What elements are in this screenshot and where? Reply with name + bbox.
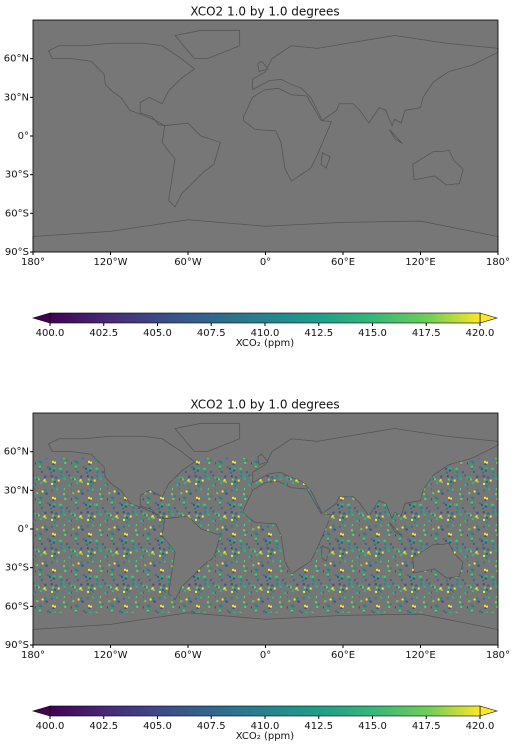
ocean-retrievals xyxy=(33,458,498,613)
lat-tick-label: 60°S xyxy=(5,208,29,219)
colorbar-tick-label: 412.5 xyxy=(304,721,333,732)
colorbar-high-extend xyxy=(479,705,499,717)
lon-tick-label: 120°E xyxy=(405,650,435,661)
colorbar xyxy=(49,312,481,324)
colorbar-low-extend xyxy=(31,705,51,717)
lon-tick-label: 180° xyxy=(486,257,510,268)
lat-tick-label: 60°N xyxy=(4,54,29,65)
lat-tick-label: 0° xyxy=(18,131,29,142)
colorbar-tick-label: 402.5 xyxy=(89,328,118,339)
lon-tick-label: 0° xyxy=(260,257,271,268)
colorbar-low-extend xyxy=(31,312,51,324)
colorbar-tick-label: 407.5 xyxy=(197,721,226,732)
colorbar-tick-label: 420.0 xyxy=(466,328,495,339)
lat-tick-label: 30°S xyxy=(5,563,29,574)
colorbar-label: XCO₂ (ppm) xyxy=(236,731,295,742)
colorbar-tick-label: 405.0 xyxy=(143,721,172,732)
lon-tick-label: 120°W xyxy=(94,650,128,661)
lon-tick-label: 120°W xyxy=(94,257,128,268)
colorbar-tick-label: 407.5 xyxy=(197,328,226,339)
colorbar-tick-label: 415.0 xyxy=(358,328,387,339)
lon-tick-label: 60°W xyxy=(174,650,202,661)
colorbar-label: XCO₂ (ppm) xyxy=(236,338,295,349)
lon-tick-label: 60°E xyxy=(331,257,355,268)
lon-tick-label: 60°W xyxy=(174,257,202,268)
map-title: XCO2 1.0 by 1.0 degrees xyxy=(190,398,339,412)
lon-tick-label: 180° xyxy=(21,650,45,661)
lon-tick-label: 120°E xyxy=(405,257,435,268)
lat-tick-label: 90°S xyxy=(5,247,29,258)
colorbar-tick-label: 417.5 xyxy=(412,721,441,732)
lon-tick-label: 0° xyxy=(260,650,271,661)
lat-tick-label: 60°N xyxy=(4,447,29,458)
colorbar-tick-label: 417.5 xyxy=(412,328,441,339)
colorbar-tick-label: 402.5 xyxy=(89,721,118,732)
lat-tick-label: 90°S xyxy=(5,640,29,651)
lon-tick-label: 180° xyxy=(21,257,45,268)
colorbar xyxy=(49,705,481,717)
lon-tick-label: 180° xyxy=(486,650,510,661)
lat-tick-label: 30°S xyxy=(5,170,29,181)
colorbar-tick-label: 405.0 xyxy=(143,328,172,339)
colorbar-tick-label: 400.0 xyxy=(36,328,65,339)
colorbar-tick-label: 415.0 xyxy=(358,721,387,732)
lat-tick-label: 0° xyxy=(18,524,29,535)
lat-tick-label: 60°S xyxy=(5,601,29,612)
colorbar-high-extend xyxy=(479,312,499,324)
map-panel: XCO2 1.0 by 1.0 degrees 180° 120°W 60°W 0° 60… xyxy=(4,398,510,743)
lon-tick-label: 60°E xyxy=(331,650,355,661)
map-panel: XCO2 1.0 by 1.0 degrees 180° 120°W 60°W 0° 60… xyxy=(4,5,510,350)
colorbar-tick-label: 400.0 xyxy=(36,721,65,732)
colorbar-tick-label: 420.0 xyxy=(466,721,495,732)
map-title: XCO2 1.0 by 1.0 degrees xyxy=(190,5,339,19)
colorbar-tick-label: 410.0 xyxy=(251,721,280,732)
colorbar-tick-label: 412.5 xyxy=(304,328,333,339)
lat-tick-label: 30°N xyxy=(4,92,29,103)
lat-tick-label: 30°N xyxy=(4,485,29,496)
colorbar-tick-label: 410.0 xyxy=(251,328,280,339)
